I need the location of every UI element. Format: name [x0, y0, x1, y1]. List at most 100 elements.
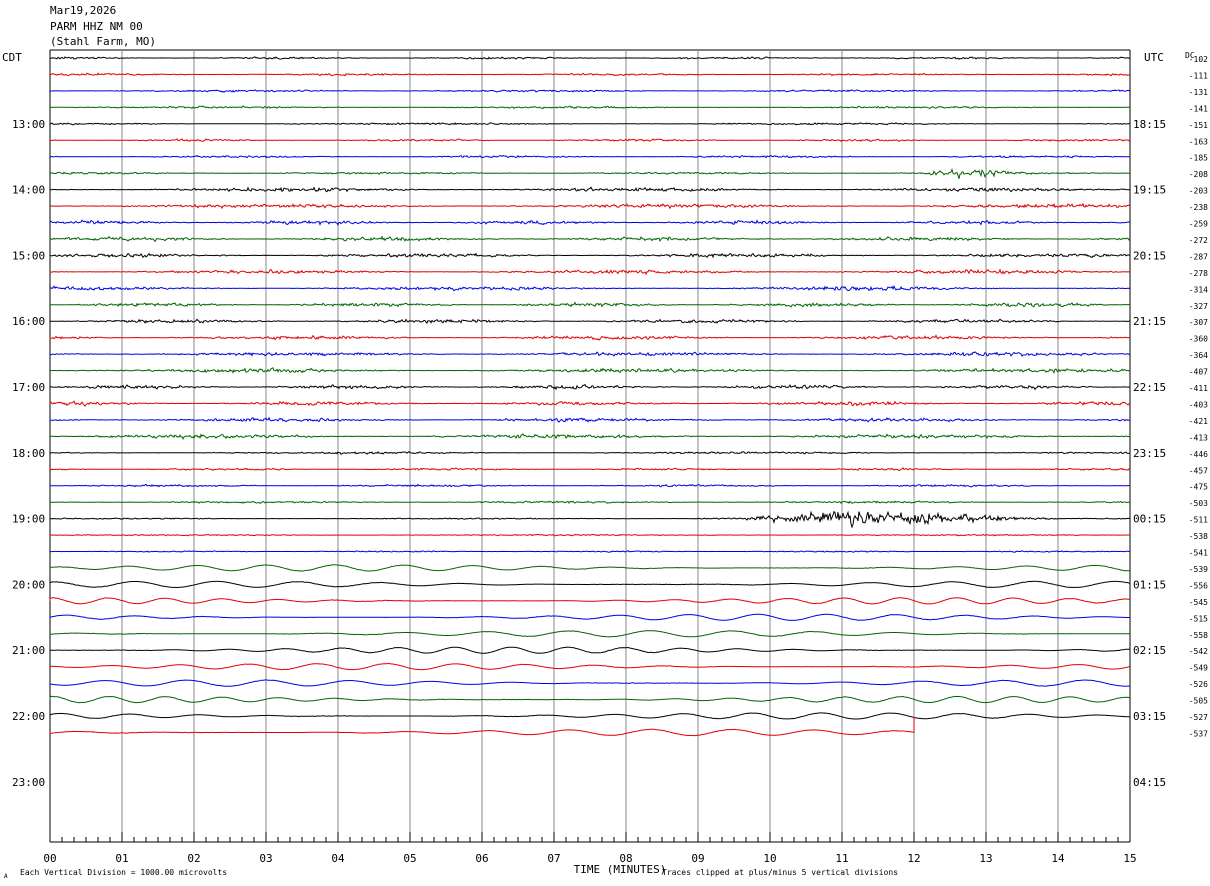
dc-offset-label: -527: [1189, 713, 1208, 722]
dc-offset-label: -287: [1189, 252, 1208, 261]
utc-hour-label: 19:15: [1133, 184, 1166, 197]
dc-offset-label: -558: [1189, 631, 1208, 640]
seismic-trace: [49, 728, 914, 737]
seismic-trace: [49, 679, 1131, 687]
cdt-hour-label: 13:00: [12, 118, 45, 131]
dc-offset-label: -151: [1189, 121, 1208, 130]
x-tick-label: 08: [619, 852, 632, 865]
seismic-trace: [49, 400, 1131, 407]
dc-offset-label: -360: [1189, 335, 1208, 344]
dc-offset-label: -505: [1189, 697, 1208, 706]
utc-hour-label: 18:15: [1133, 118, 1166, 131]
dc-offset-label: -457: [1189, 466, 1208, 475]
seismic-trace: [49, 663, 1131, 671]
dc-offset-label: -102: [1189, 55, 1208, 64]
seismic-trace: [49, 564, 1130, 572]
utc-hour-label: 04:15: [1133, 776, 1166, 789]
seismic-trace: [49, 334, 1131, 341]
utc-hour-label: 21:15: [1133, 315, 1166, 328]
cdt-hour-label: 20:00: [12, 578, 45, 591]
dc-offset-label: -545: [1189, 598, 1208, 607]
seismic-trace: [49, 596, 1131, 605]
cdt-hour-label: 21:00: [12, 644, 45, 657]
seismic-trace: [49, 646, 1131, 654]
dc-offset-label: -526: [1189, 680, 1208, 689]
station-label: PARM HHZ NM 00: [50, 20, 143, 33]
x-tick-label: 12: [907, 852, 920, 865]
x-tick-label: 00: [43, 852, 56, 865]
dc-offset-label: -314: [1189, 285, 1208, 294]
seismic-trace: [49, 580, 1131, 589]
dc-offset-label: -111: [1189, 71, 1208, 80]
cdt-hour-label: 18:00: [12, 447, 45, 460]
dc-offset-label: -411: [1189, 384, 1208, 393]
x-tick-label: 06: [475, 852, 488, 865]
utc-hour-label: 20:15: [1133, 249, 1166, 262]
x-tick-label: 15: [1123, 852, 1136, 865]
dc-offset-label: -208: [1189, 170, 1208, 179]
seismic-trace: [49, 416, 1131, 423]
dc-offset-label: -131: [1189, 88, 1208, 97]
seismic-trace: [49, 500, 1130, 504]
dc-offset-label: -163: [1189, 137, 1208, 146]
dc-offset-label: -278: [1189, 269, 1208, 278]
seismic-trace: [49, 72, 1131, 77]
vertical-division-note: Each Vertical Division = 1000.00 microvo…: [20, 868, 227, 877]
dc-offset-label: -421: [1189, 417, 1208, 426]
seismic-trace: [49, 433, 1131, 441]
seismic-trace: [49, 202, 1131, 210]
dc-offset-label: -503: [1189, 499, 1208, 508]
dc-offset-label: -413: [1189, 433, 1208, 442]
utc-hour-label: 02:15: [1133, 644, 1166, 657]
location-label: (Stahl Farm, MO): [50, 35, 156, 48]
x-tick-label: 11: [835, 852, 848, 865]
x-tick-label: 02: [187, 852, 200, 865]
dc-offset-label: -364: [1189, 351, 1208, 360]
dc-label: DC: [1185, 51, 1195, 60]
x-tick-label: 13: [979, 852, 992, 865]
utc-hour-label: 22:15: [1133, 381, 1166, 394]
dc-offset-label: -307: [1189, 318, 1208, 327]
utc-label: UTC: [1144, 51, 1164, 64]
seismic-trace: [49, 56, 1131, 60]
cdt-hour-label: 15:00: [12, 249, 45, 262]
dc-offset-label: -539: [1189, 565, 1208, 574]
dc-offset-label: -538: [1189, 532, 1208, 541]
seismic-trace: [49, 235, 1131, 243]
seismic-trace: [49, 712, 1130, 720]
x-tick-label: 07: [547, 852, 560, 865]
cdt-hour-label: 23:00: [12, 776, 45, 789]
utc-hour-label: 03:15: [1133, 710, 1166, 723]
seismic-trace: [49, 549, 1131, 553]
seismic-trace: [50, 122, 1131, 126]
dc-offset-label: -511: [1189, 516, 1208, 525]
seismic-trace: [50, 483, 1130, 488]
seismic-trace: [49, 252, 1131, 259]
seismic-trace: [49, 351, 1131, 357]
dc-offset-label: -185: [1189, 154, 1208, 163]
dc-offset-label: -542: [1189, 647, 1208, 656]
seismic-trace: [49, 318, 1131, 324]
seismic-trace: [49, 383, 1131, 391]
x-axis-title: TIME (MINUTES): [574, 863, 667, 876]
utc-hour-label: 01:15: [1133, 578, 1166, 591]
dc-offset-label: -403: [1189, 400, 1208, 409]
date-label: Mar19,2026: [50, 4, 117, 17]
clip-note: Traces clipped at plus/minus 5 vertical …: [662, 868, 898, 877]
seismic-trace: [49, 450, 1131, 455]
x-tick-label: 03: [259, 852, 272, 865]
dc-offset-label: -515: [1189, 614, 1208, 623]
cdt-hour-label: 19:00: [12, 513, 45, 526]
seismic-trace: [49, 167, 1131, 179]
utc-hour-label: 00:15: [1133, 513, 1166, 526]
dc-offset-label: -203: [1189, 187, 1208, 196]
x-tick-label: 01: [115, 852, 128, 865]
dc-offset-label: -327: [1189, 302, 1208, 311]
seismic-trace: [49, 533, 1130, 537]
dc-offset-label: -541: [1189, 549, 1208, 558]
seismic-trace: [49, 613, 1131, 621]
seismic-trace: [50, 367, 1131, 374]
dc-offset-label: -556: [1189, 581, 1208, 590]
x-tick-label: 04: [331, 852, 345, 865]
x-tick-label: 05: [403, 852, 416, 865]
